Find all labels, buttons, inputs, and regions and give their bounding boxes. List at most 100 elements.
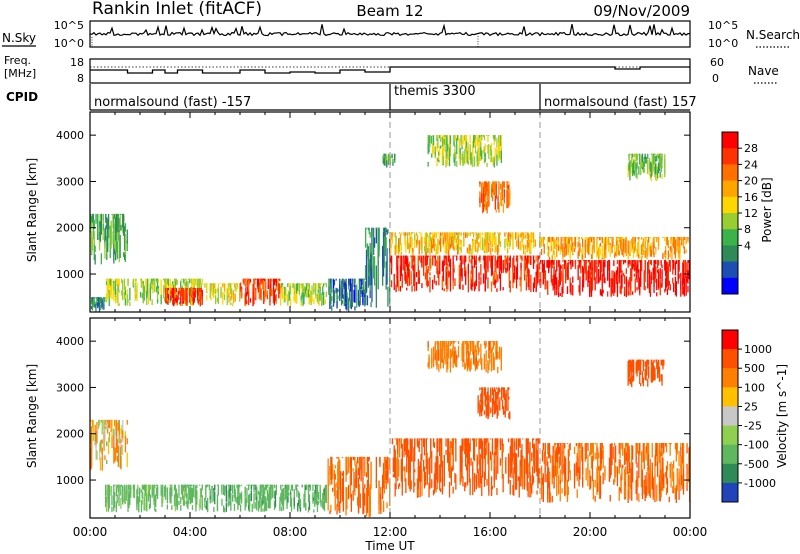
velocity-cell-r0	[122, 430, 124, 439]
power-cell-r14	[541, 260, 544, 273]
velocity-cell-r3	[382, 476, 384, 492]
velocity-cell-r3	[382, 471, 385, 489]
power-cell-r10	[524, 262, 527, 271]
power-cell-r11	[443, 232, 445, 236]
velocity-cell-r2	[265, 484, 268, 486]
power-cell-r15	[637, 237, 639, 240]
power-cell-r15	[653, 245, 655, 249]
power-cell-r5	[255, 278, 257, 280]
velocity-cell-r4	[538, 438, 540, 444]
power-cell-r10	[418, 270, 420, 275]
velocity-cell-r3	[367, 463, 369, 497]
power-cell-r6	[281, 285, 284, 300]
power-cell-r8	[385, 265, 387, 274]
velocity-cell-r7	[682, 464, 685, 478]
velocity-cell-r5	[436, 341, 438, 345]
velocity-cell-r4	[527, 482, 529, 497]
power-cell-r0	[92, 213, 94, 221]
velocity-cell-r7	[619, 459, 621, 468]
power-cell-r15	[687, 237, 689, 241]
power-cell-r10	[525, 274, 527, 283]
colorbar-swatch	[722, 229, 738, 246]
power-cell-r10	[537, 255, 539, 270]
velocity-cell-r2	[223, 507, 226, 513]
power-cell-r10	[472, 255, 474, 260]
power-cell-r10	[537, 269, 539, 284]
power-cell-r0	[123, 216, 125, 236]
power-cell-r6	[319, 283, 321, 288]
velocity-cell-r6	[507, 406, 509, 412]
power-cell-r3	[182, 293, 184, 305]
power-cell-r10	[506, 258, 508, 265]
power-cell-r10	[433, 275, 436, 279]
velocity-cell-r7	[661, 452, 663, 477]
velocity-cell-r8	[640, 359, 642, 364]
power-cell-r11	[420, 238, 422, 250]
power-cell-r13	[495, 184, 497, 200]
power-cell-r0	[104, 236, 106, 246]
power-cell-r10	[459, 262, 461, 271]
cpid-segment-1: normalsound (fast) -157	[94, 95, 251, 110]
velocity-cell-r4	[425, 438, 427, 462]
velocity-cell-r4	[486, 479, 488, 486]
velocity-cell-r4	[465, 438, 468, 458]
power-cell-r2	[129, 287, 131, 301]
velocity-cell-r0	[106, 459, 108, 464]
power-cell-r3	[185, 287, 187, 294]
velocity-cell-r4	[519, 438, 521, 449]
power-cell-r12	[429, 136, 431, 144]
velocity-cell-r0	[116, 440, 119, 451]
power-cell-r6	[321, 283, 323, 285]
velocity-cell-r8	[642, 364, 644, 372]
power-cell-r11	[480, 240, 482, 250]
power-cell-r6	[317, 283, 319, 290]
power-cell-r12	[482, 135, 485, 138]
power-cell-r16	[659, 171, 661, 178]
power-cell-r12	[499, 135, 502, 147]
velocity-cell-r4	[455, 438, 457, 462]
power-cell-r5	[247, 278, 249, 288]
cpid-segment-3: normalsound (fast) 157	[544, 95, 697, 110]
power-cell-r12	[473, 135, 476, 143]
power-cell-r3	[171, 290, 173, 296]
power-cell-r15	[605, 240, 607, 250]
velocity-cell-r3	[333, 470, 336, 476]
velocity-cell-r4	[430, 438, 432, 451]
velocity-cell-r5	[452, 345, 454, 358]
power-cell-r8	[386, 248, 388, 285]
power-cell-r0	[105, 225, 107, 241]
power-cell-r15	[646, 248, 648, 252]
power-cell-r12	[434, 146, 436, 157]
velocity-cell-r8	[662, 359, 664, 370]
power-cell-r16	[658, 153, 661, 158]
power-cell-r10	[483, 256, 486, 269]
velocity-cell-r2	[281, 508, 283, 511]
power-cell-r16	[632, 153, 634, 157]
velocity-cell-r2	[227, 490, 229, 507]
velocity-cell-r1	[149, 484, 151, 490]
velocity-cell-r2	[255, 502, 257, 509]
power-cell-r0	[111, 213, 113, 216]
power-cell-r12	[476, 151, 478, 163]
velocity-cell-r0	[126, 452, 128, 468]
power-cell-r2	[153, 278, 155, 281]
power-cell-r5	[248, 278, 251, 285]
velocity-cell-r2	[312, 484, 314, 491]
velocity-cell-r2	[259, 484, 261, 500]
velocity-cell-r1	[132, 486, 134, 498]
power-cell-r7	[348, 278, 350, 285]
power-cell-r10	[473, 283, 476, 292]
velocity-cell-r4	[505, 460, 507, 474]
power-cell-r16	[641, 153, 644, 163]
velocity-cell-r7	[635, 443, 637, 461]
range-tick-label: 2000	[56, 222, 84, 235]
velocity-cell-r7	[623, 469, 626, 500]
power-cell-r15	[629, 240, 631, 252]
power-cell-r10	[484, 255, 486, 268]
power-cell-r14	[584, 260, 586, 262]
power-cell-r6	[307, 289, 310, 298]
velocity-cell-r7	[559, 443, 561, 466]
power-cell-r2	[181, 278, 183, 281]
power-cell-r15	[557, 245, 560, 251]
